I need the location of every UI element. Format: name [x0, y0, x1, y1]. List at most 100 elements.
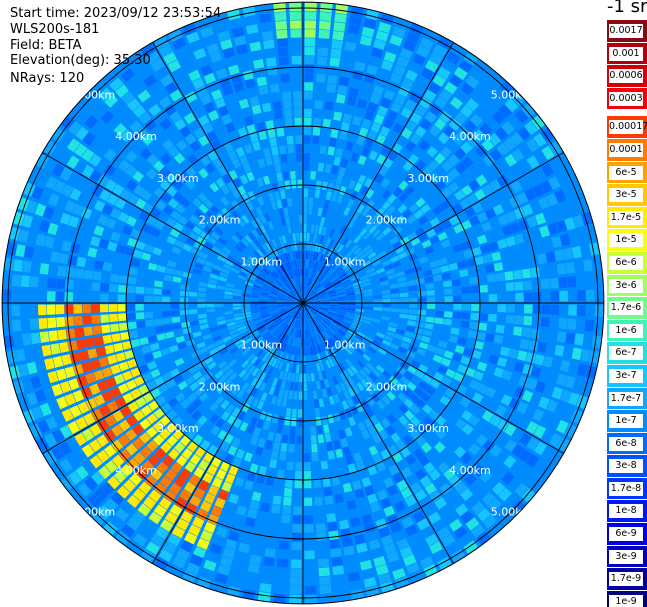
- range-bin: [132, 156, 145, 169]
- range-bin: [154, 318, 163, 326]
- range-bin: [393, 64, 406, 76]
- range-bin: [221, 267, 230, 274]
- range-bin: [326, 270, 334, 278]
- range-bin: [474, 340, 485, 350]
- range-bin: [399, 292, 409, 298]
- range-bin: [378, 374, 388, 384]
- range-bin: [542, 238, 554, 250]
- range-bin: [305, 311, 309, 320]
- range-bin: [198, 251, 209, 260]
- range-bin: [276, 424, 283, 434]
- range-bin: [347, 219, 356, 229]
- range-bin: [297, 303, 303, 310]
- range-bin: [118, 361, 130, 372]
- range-bin: [228, 169, 238, 180]
- range-bin: [196, 341, 206, 349]
- range-bin: [362, 281, 371, 287]
- range-bin: [44, 357, 55, 370]
- range-bin: [316, 425, 323, 435]
- range-bin: [279, 145, 287, 155]
- range-bin: [294, 215, 299, 224]
- range-bin: [338, 296, 347, 300]
- range-bin: [427, 253, 437, 262]
- range-bin: [513, 233, 525, 245]
- range-bin: [358, 253, 367, 261]
- range-bin: [254, 149, 264, 160]
- range-bin: [372, 142, 383, 153]
- range-bin: [318, 290, 327, 295]
- range-bin: [100, 110, 115, 125]
- range-bin: [335, 374, 343, 384]
- range-bin: [126, 312, 136, 321]
- range-bin: [277, 341, 283, 350]
- range-bin: [367, 251, 377, 260]
- range-bin: [221, 113, 233, 125]
- range-bin: [318, 225, 323, 235]
- range-bin: [449, 496, 463, 510]
- range-bin: [260, 310, 269, 315]
- range-bin: [308, 268, 312, 278]
- range-bin: [379, 469, 391, 480]
- range-bin: [319, 293, 328, 298]
- range-bin: [212, 335, 222, 342]
- colorbar-tick-label: 6e-9: [609, 527, 643, 542]
- range-bin: [312, 461, 320, 471]
- range-bin: [488, 521, 503, 536]
- range-bin: [584, 319, 595, 332]
- range-bin: [251, 310, 260, 314]
- range-bin: [332, 376, 339, 385]
- range-ring-label: 3.00km: [407, 422, 449, 435]
- range-bin: [48, 330, 58, 342]
- range-bin: [434, 317, 444, 325]
- range-bin: [274, 237, 281, 247]
- range-bin: [550, 304, 560, 315]
- range-bin: [414, 104, 427, 117]
- range-bin: [61, 115, 75, 130]
- range-bin: [203, 408, 214, 419]
- range-bin: [72, 390, 85, 403]
- range-bin: [264, 319, 273, 325]
- range-bin: [143, 203, 154, 214]
- range-bin: [75, 176, 88, 190]
- range-bin: [401, 77, 414, 90]
- range-bin: [320, 305, 329, 309]
- range-bin: [196, 236, 207, 245]
- range-bin: [241, 250, 251, 259]
- range-bin: [236, 389, 245, 399]
- range-bin: [434, 402, 446, 414]
- range-bin: [139, 162, 151, 174]
- range-bin: [440, 447, 452, 460]
- range-bin: [494, 126, 508, 141]
- range-bin: [351, 171, 360, 182]
- colorbar-tick-label: 0.001: [609, 46, 643, 61]
- range-bin: [254, 319, 263, 325]
- range-bin: [44, 236, 55, 249]
- range-bin: [51, 209, 63, 223]
- range-ring-label: 1.00km: [324, 339, 366, 352]
- range-bin: [399, 220, 410, 230]
- range-bin: [468, 443, 481, 456]
- range-bin: [209, 543, 223, 555]
- range-bin: [165, 331, 175, 339]
- range-bin: [167, 533, 181, 547]
- range-bin: [259, 224, 267, 234]
- range-bin: [296, 277, 300, 286]
- range-bin: [259, 301, 268, 303]
- range-bin: [392, 356, 402, 365]
- range-bin: [160, 441, 172, 454]
- range-bin: [104, 344, 115, 355]
- range-bin: [408, 203, 419, 214]
- range-bin: [308, 319, 313, 328]
- range-bin: [275, 118, 284, 128]
- range-bin: [59, 425, 73, 439]
- range-bin: [272, 441, 280, 451]
- range-bin: [378, 21, 392, 34]
- range-bin: [581, 211, 593, 226]
- range-bin: [177, 233, 188, 242]
- range-bin: [307, 319, 311, 329]
- range-bin: [530, 328, 540, 339]
- range-bin: [340, 121, 350, 132]
- range-bin: [376, 410, 386, 421]
- range-bin: [300, 250, 303, 259]
